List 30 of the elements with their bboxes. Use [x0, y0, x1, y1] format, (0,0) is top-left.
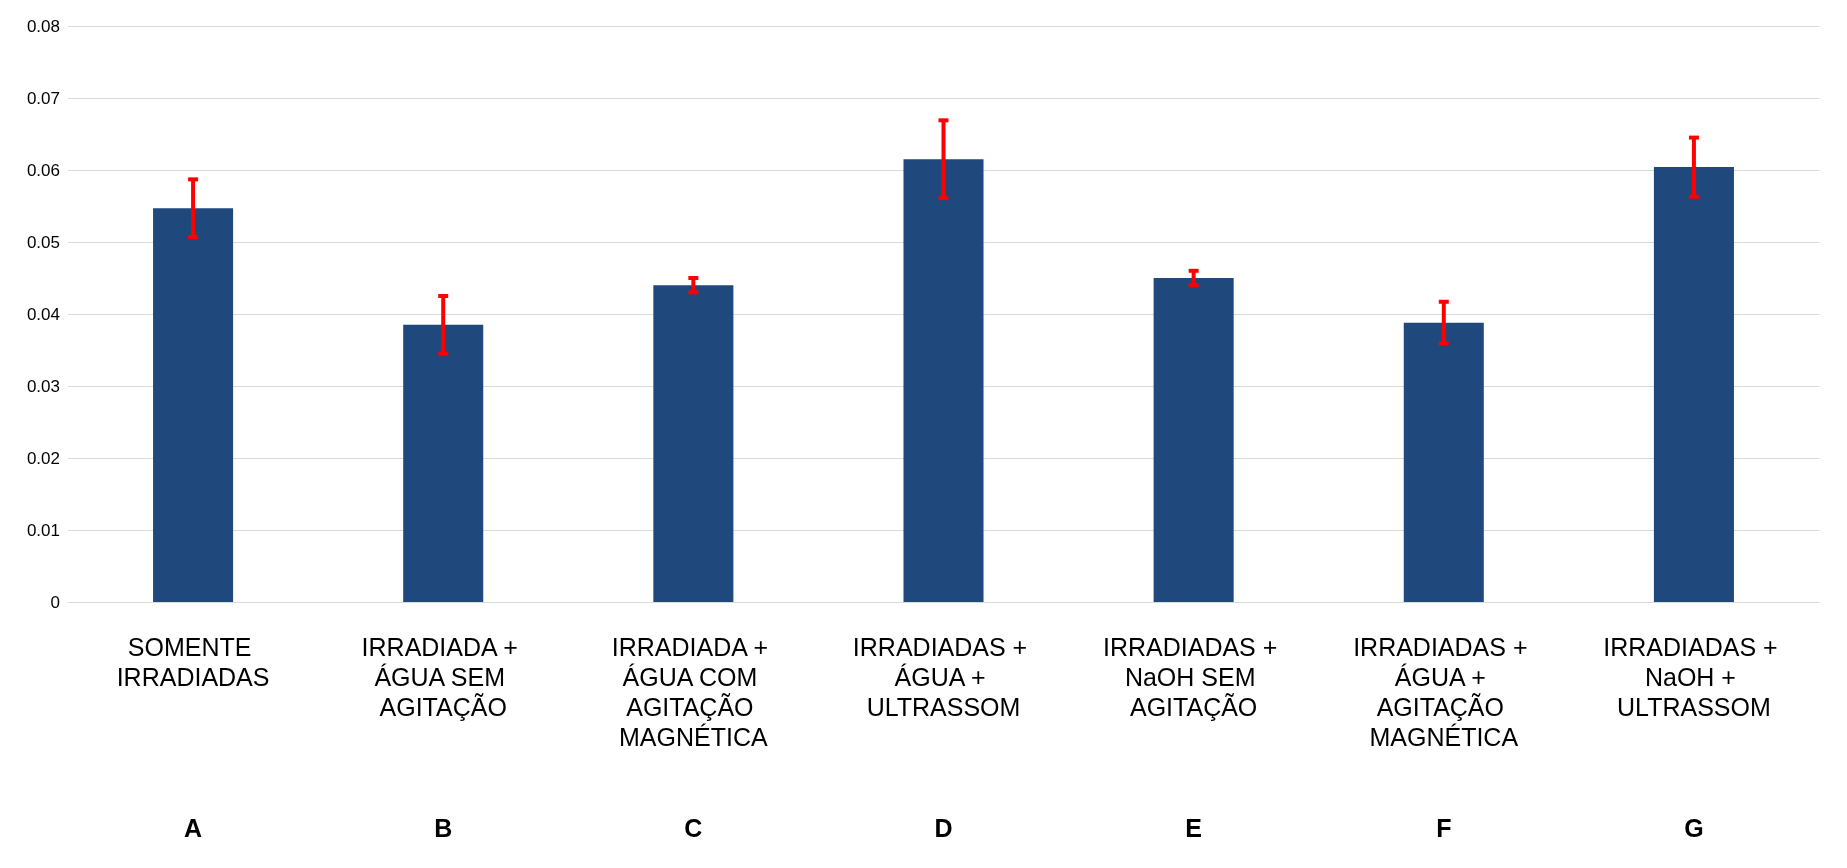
text: B [434, 813, 453, 842]
bar [903, 159, 984, 602]
y-tick-label: 0.04 [26, 304, 60, 324]
y-tick-label: 0.05 [26, 232, 60, 252]
text: A [184, 813, 203, 842]
y-tick-label: 0.01 [26, 520, 60, 540]
y-tick-label: 0.08 [26, 16, 60, 36]
text: D [934, 813, 953, 842]
bar [403, 324, 484, 602]
text: C [684, 813, 703, 842]
x-tick-label: IRRADIADAS + ÁGUA + ULTRASSOM [852, 633, 1035, 721]
x-tick-label: IRRADIADA + ÁGUA COM AGITAÇÃO MAGNÉTICA [611, 633, 775, 751]
text: F [1436, 813, 1452, 842]
text: E [1185, 813, 1202, 842]
x-tick-label: IRRADIADA + ÁGUA SEM AGITAÇÃO [361, 633, 525, 721]
x-tick-label: SOMENTE IRRADIADAS [116, 633, 270, 691]
x-tick-label: IRRADIADAS + ÁGUA + AGITAÇÃO MAGNÉTICA [1353, 633, 1535, 751]
bar [653, 285, 734, 602]
bar [1153, 278, 1234, 602]
y-tick-label: 0 [50, 592, 60, 612]
y-tick-label: 0.03 [26, 376, 60, 396]
text: G [1684, 813, 1704, 842]
y-tick-label: 0.02 [26, 448, 60, 468]
bar [153, 208, 234, 602]
bar [1653, 167, 1734, 602]
y-tick-label: 0.07 [26, 88, 60, 108]
y-tick-label: 0.06 [26, 160, 60, 180]
bar [1403, 322, 1484, 602]
x-tick-label: IRRADIADAS + NaOH + ULTRASSOM [1603, 633, 1785, 721]
x-tick-label: IRRADIADAS + NaOH SEM AGITAÇÃO [1102, 633, 1285, 721]
